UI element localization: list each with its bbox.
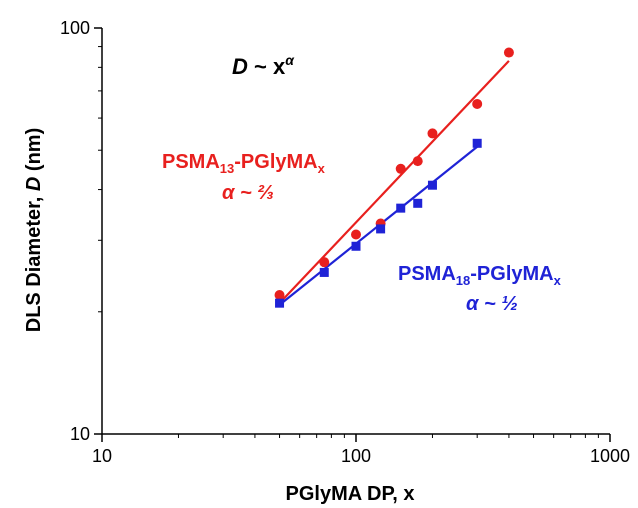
data-point-series-0 — [427, 128, 438, 139]
y-tick-label: 100 — [60, 18, 90, 38]
x-axis-title: PGlyMA DP, x — [286, 483, 415, 505]
x-ticks: 10 100 1000 — [92, 434, 630, 466]
data-point-series-0 — [503, 47, 514, 58]
data-point-series-1 — [396, 203, 406, 213]
x-tick-label: 100 — [341, 446, 371, 466]
scaling-equation: D ~ xα — [232, 52, 295, 79]
x-tick-label: 1000 — [590, 446, 630, 466]
alpha-label-blue: α ~ ½ — [466, 293, 518, 315]
data-point-series-1 — [351, 241, 361, 251]
data-point-series-1 — [275, 298, 285, 308]
data-point-series-1 — [319, 267, 329, 277]
data-point-series-1 — [413, 198, 423, 208]
y-axis-title: DLS Diameter, D (nm) — [23, 128, 45, 333]
data-point-series-1 — [472, 138, 482, 148]
data-point-series-1 — [427, 180, 437, 190]
series-label-blue: PSMA18-PGlyMAx — [398, 263, 562, 288]
data-points — [274, 47, 514, 308]
alpha-label-red: α ~ ⅔ — [222, 182, 274, 204]
series-label-red: PSMA13-PGlyMAx — [162, 151, 326, 176]
y-ticks: 10 100 — [60, 18, 102, 444]
data-point-series-0 — [351, 229, 361, 240]
data-point-series-0 — [472, 98, 483, 109]
data-point-series-0 — [319, 257, 330, 268]
data-point-series-1 — [376, 224, 386, 234]
x-tick-label: 10 — [92, 446, 112, 466]
y-tick-label: 10 — [70, 424, 90, 444]
data-point-series-0 — [412, 156, 423, 167]
fit-line-series-0 — [278, 60, 510, 304]
data-point-series-0 — [395, 163, 406, 174]
data-point-series-0 — [274, 289, 285, 300]
